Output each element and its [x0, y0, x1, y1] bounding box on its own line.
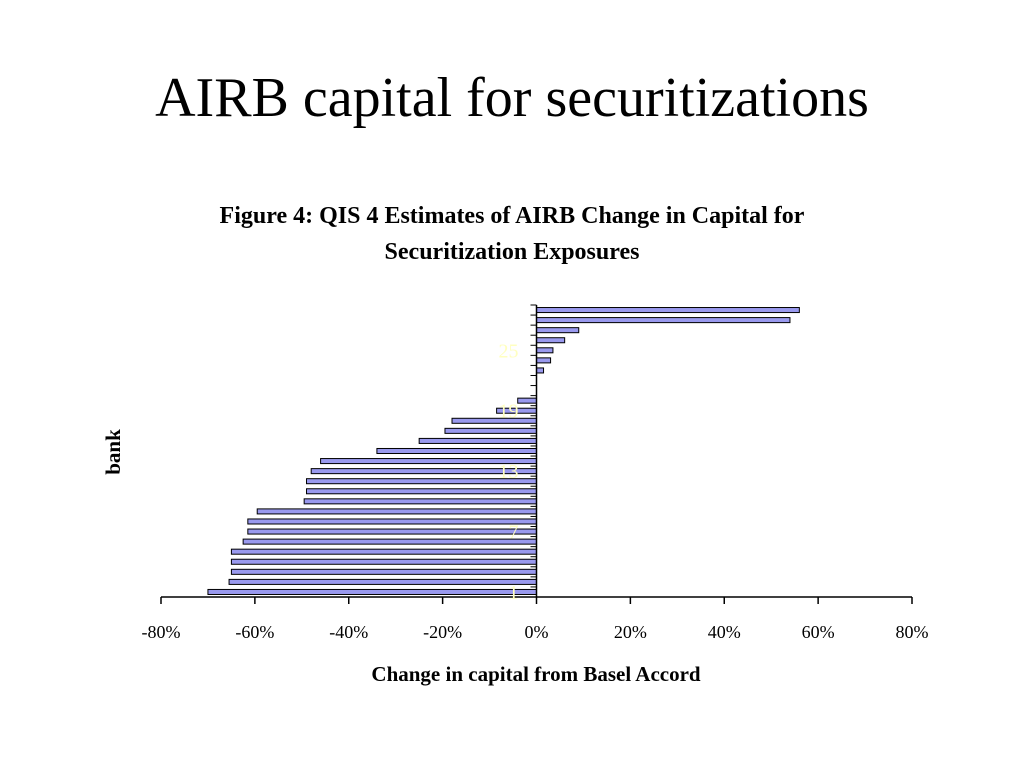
chart-title: Figure 4: QIS 4 Estimates of AIRB Change…	[219, 203, 805, 265]
x-tick-label: 60%	[802, 622, 835, 642]
y-axis-title: bank	[101, 429, 125, 475]
bar-29	[536, 307, 800, 314]
bar-27	[536, 327, 580, 334]
bar-28	[536, 317, 791, 324]
bar-15	[376, 447, 537, 455]
bar-11	[306, 488, 538, 495]
y-tick-label: 25	[499, 340, 519, 362]
bar-5	[230, 548, 537, 555]
bar-18	[451, 417, 538, 424]
bar-17	[444, 427, 537, 434]
bar-16	[418, 437, 537, 444]
bar-1	[207, 588, 537, 595]
bar-8	[247, 518, 538, 525]
y-tick-label: 19	[499, 401, 519, 423]
x-tick-label: -20%	[423, 622, 462, 642]
bar-26	[536, 337, 566, 344]
x-tick-label: -80%	[142, 622, 181, 642]
bar-23	[536, 367, 545, 374]
bar-25	[536, 347, 554, 354]
axes-layer	[160, 304, 913, 604]
bar-24	[536, 357, 552, 364]
y-tick-label: 13	[499, 461, 519, 483]
y-tick-label: 1	[509, 582, 519, 604]
x-tick-label: 40%	[708, 622, 741, 642]
bar-10	[303, 498, 537, 505]
labels-layer: -80% -60% -40% -20% 0% 20% 40% 60% 80% 1 7 13 19 25	[142, 340, 929, 642]
y-tick-label: 7	[509, 522, 519, 544]
x-tick-label: -40%	[329, 622, 368, 642]
bars-layer	[207, 307, 800, 595]
x-tick-label: 20%	[614, 622, 647, 642]
x-tick-label: 80%	[896, 622, 929, 642]
x-tick-label: -60%	[235, 622, 274, 642]
x-axis-title: Change in capital from Basel Accord	[371, 662, 701, 686]
bar-7	[247, 528, 538, 535]
bar-9	[256, 508, 537, 515]
bar-2	[228, 578, 537, 585]
slide-title: AIRB capital for securitizations	[155, 67, 869, 129]
bar-3	[230, 568, 537, 575]
bar-4	[230, 558, 537, 565]
bar-20	[517, 397, 537, 404]
x-tick-label: 0%	[525, 622, 549, 642]
bar-6	[242, 538, 537, 545]
